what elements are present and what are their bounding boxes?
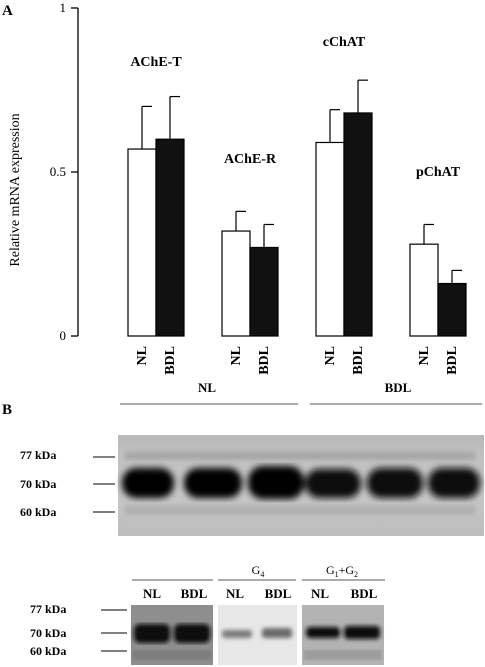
lane-nl-2: NL xyxy=(226,586,244,601)
blot-bottom-marker-70: 70 kDa xyxy=(30,626,66,640)
blot-top-faint-bands xyxy=(125,452,475,515)
y-axis-label: Relative mRNA expression xyxy=(8,113,23,266)
group-label-AChE-T: AChE-T xyxy=(130,55,182,70)
panel-b-label: B xyxy=(2,402,12,418)
blot-bottom: G4 G1+G2 NL BDL NL BDL NL BDL 77 kDa xyxy=(30,563,385,665)
group-label-cChAT: cChAT xyxy=(323,35,366,50)
bar-chart: Relative mRNA expression 00.51 NL BDLAChE… xyxy=(8,0,467,375)
blot-top-group-bdl: BDL xyxy=(385,380,412,395)
x-label-cChAT-BDL: BDL xyxy=(351,346,366,375)
blot-bottom-marker-77: 77 kDa xyxy=(30,602,66,616)
bar-pChAT-NL xyxy=(409,243,439,337)
blot-bottom-header-g1g2: G1+G2 xyxy=(326,563,358,579)
bar-AChE-T-NL xyxy=(127,148,157,337)
bar-cChAT-BDL xyxy=(343,112,373,337)
blot-bottom-header-g4: G4 xyxy=(252,563,265,579)
x-label-AChE-R-BDL: BDL xyxy=(257,346,272,375)
blot-top-bands xyxy=(122,466,480,499)
blot-top-marker-77: 77 kDa xyxy=(20,448,56,462)
blot-top: NL BDL 77 kDa 70 kDa 60 kDa xyxy=(20,380,484,536)
lane-bdl-2: BDL xyxy=(265,586,292,601)
blot-bottom-marker-60: 60 kDa xyxy=(30,644,66,658)
x-label-AChE-T-BDL: BDL xyxy=(163,346,178,375)
bar-pChAT-BDL xyxy=(437,282,467,337)
x-label-pChAT-NL: NL xyxy=(417,346,432,365)
lane-bdl-3: BDL xyxy=(351,586,378,601)
bar-cChAT-NL xyxy=(315,141,345,337)
y-tick-label-0: 0 xyxy=(60,328,67,343)
x-label-cChAT-NL: NL xyxy=(323,346,338,365)
group-label-AChE-R: AChE-R xyxy=(224,152,277,167)
lane-nl-3: NL xyxy=(311,586,329,601)
bar-AChE-R-BDL xyxy=(249,246,279,337)
y-tick-label-1: 0.5 xyxy=(50,164,66,179)
lane-bdl-1: BDL xyxy=(181,586,208,601)
y-ticks: 00.51 xyxy=(50,0,78,343)
blot-top-marker-60: 60 kDa xyxy=(20,505,56,519)
y-tick-label-2: 1 xyxy=(60,0,67,15)
blot-top-marker-70: 70 kDa xyxy=(20,477,56,491)
blot-top-group-nl: NL xyxy=(198,380,216,395)
group-label-pChAT: pChAT xyxy=(416,165,461,180)
bar-AChE-T-BDL xyxy=(155,138,185,337)
bar-AChE-R-NL xyxy=(221,230,251,337)
lane-nl-1: NL xyxy=(143,586,161,601)
x-label-AChE-R-NL: NL xyxy=(229,346,244,365)
x-label-AChE-T-NL: NL xyxy=(135,346,150,365)
panel-a-label: A xyxy=(2,3,13,19)
x-label-pChAT-BDL: BDL xyxy=(445,346,460,375)
bars: NL BDL AChE-T NL BDL AChE-R NL BDL cChAT NL BDL pCh… xyxy=(127,35,467,375)
